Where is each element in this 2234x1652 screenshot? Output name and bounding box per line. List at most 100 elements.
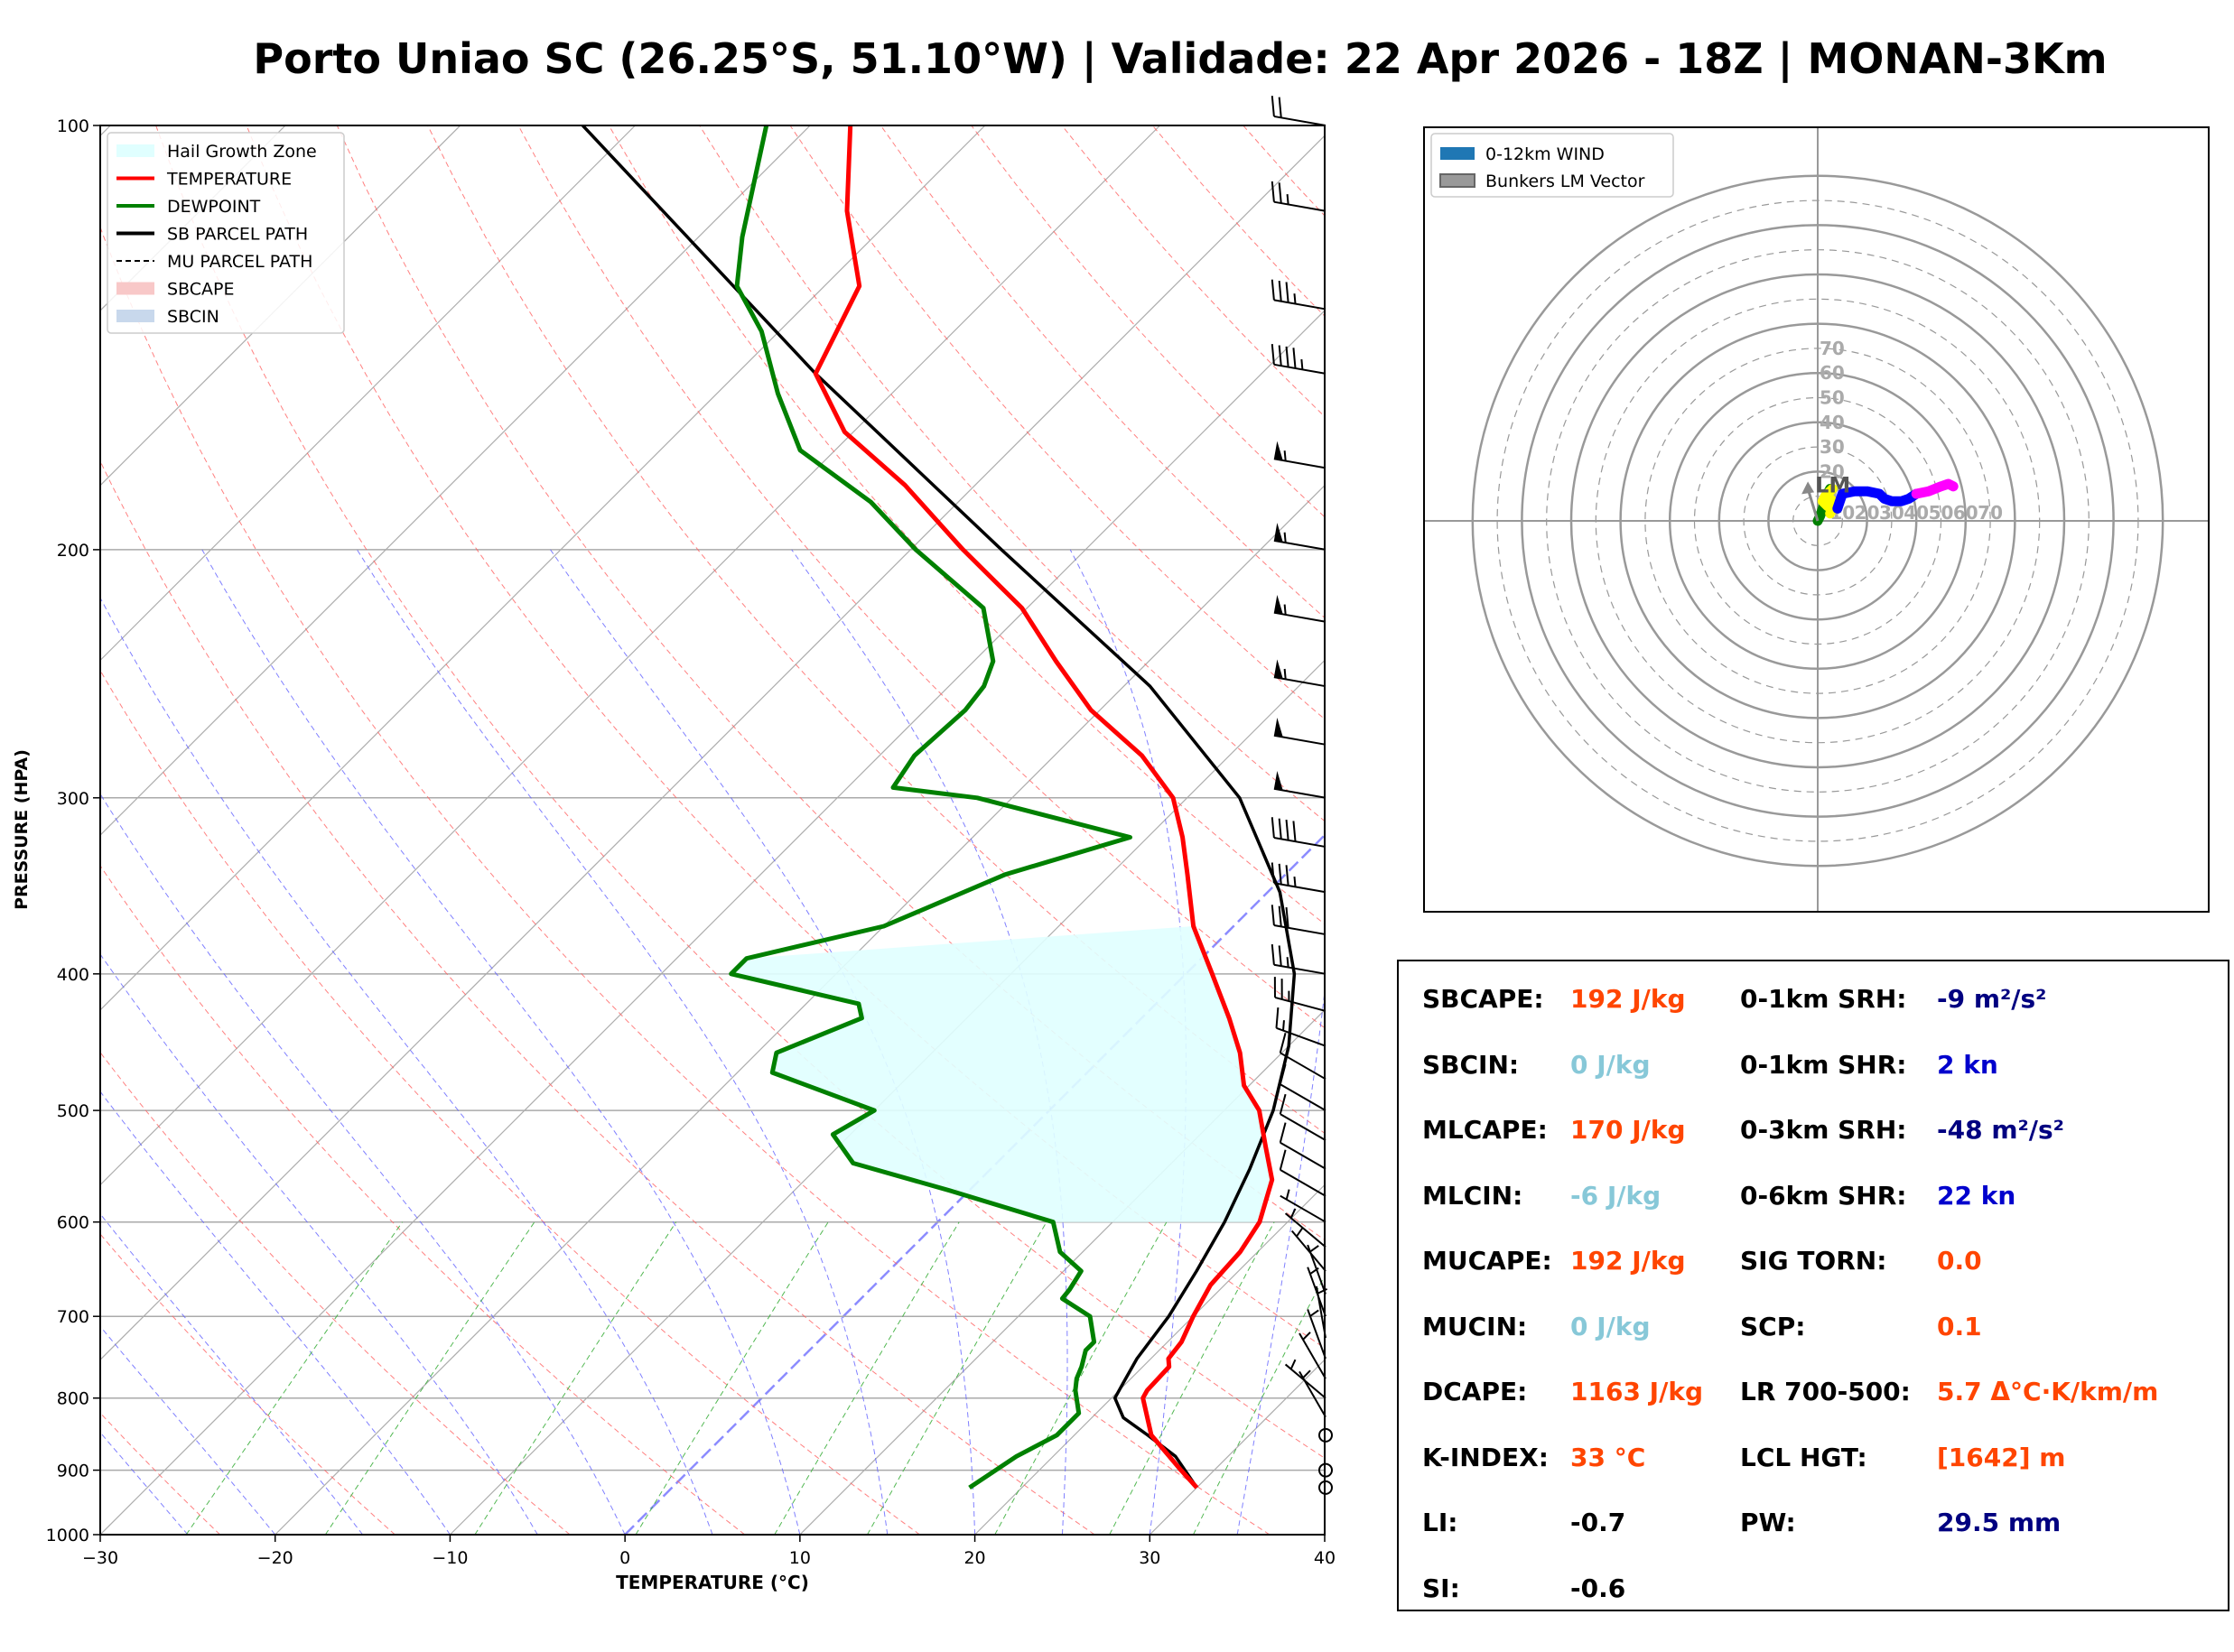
x-tick-label: 10 <box>789 1548 811 1568</box>
param-label: LI: <box>1422 1508 1458 1537</box>
param-value: 33 °C <box>1570 1442 1646 1472</box>
wind-barb <box>1271 279 1326 311</box>
x-tick-label: −20 <box>257 1548 293 1568</box>
svg-text:Hail Growth Zone: Hail Growth Zone <box>167 142 317 162</box>
isotherm-line <box>275 484 1325 1535</box>
param-label: 0-6km SHR: <box>1740 1180 1907 1211</box>
wind-barb <box>1271 817 1326 849</box>
ring-label-x: 60 <box>1953 502 1978 524</box>
dry-adiabat <box>100 865 746 1535</box>
x-axis-label: TEMPERATURE (°C) <box>616 1572 809 1593</box>
wind-barb <box>1273 718 1326 746</box>
param-value: -0.7 <box>1570 1508 1626 1537</box>
param-value: -0.6 <box>1570 1573 1626 1603</box>
legend-entry: SBCAPE <box>116 280 235 300</box>
param-label: SIG TORN: <box>1740 1246 1887 1276</box>
y-tick-label: 700 <box>57 1307 89 1327</box>
hodograph-trace <box>1832 486 1922 514</box>
param-label: SBCIN: <box>1422 1049 1520 1080</box>
isotherm-line <box>100 135 1325 1361</box>
skewt-legend: Hail Growth Zone TEMPERATURE DEWPOINT SB PA… <box>107 132 345 334</box>
wind-barb <box>1299 1332 1326 1379</box>
param-value: 2 kn <box>1937 1049 1998 1080</box>
wind-barb <box>1280 1189 1326 1223</box>
dry-adiabat <box>100 1051 571 1535</box>
param-value: 5.7 Δ°C·K/km/m <box>1937 1377 2159 1406</box>
isotherm-line <box>100 125 1160 1186</box>
chart-title: Porto Uniao SC (26.25°S, 51.10°W) | Vali… <box>253 34 2108 83</box>
param-label: LCL HGT: <box>1740 1442 1867 1472</box>
isotherm-line <box>100 125 286 311</box>
param-value: 22 kn <box>1937 1180 2016 1211</box>
y-tick-label: 200 <box>57 541 89 561</box>
param-label: MLCAPE: <box>1422 1115 1548 1145</box>
mixing-ratio-line <box>635 1221 829 1535</box>
param-label: MLCIN: <box>1422 1180 1523 1211</box>
wind-barb <box>1273 977 1326 1012</box>
param-value: 0 J/kg <box>1570 1311 1651 1341</box>
ring-label-y: 30 <box>1820 436 1845 458</box>
wind-barb <box>1273 771 1326 799</box>
dry-adiabat <box>517 125 1325 1029</box>
y-tick-label: 500 <box>57 1101 89 1121</box>
ring-label-y: 40 <box>1820 412 1845 433</box>
wind-barb <box>1284 1359 1326 1399</box>
mixing-ratio-line <box>185 1221 404 1535</box>
wind-barb <box>1279 1093 1326 1142</box>
x-tick-label: 40 <box>1314 1548 1336 1568</box>
x-tick-label: −30 <box>82 1548 118 1568</box>
isotherm-line <box>974 1183 1325 1535</box>
ring-label-y: 60 <box>1820 362 1845 384</box>
bunkers-lm-arrow: LM <box>1801 472 1850 522</box>
param-value: 0.0 <box>1937 1246 1982 1276</box>
mixing-ratio-line <box>474 1221 677 1535</box>
wind-barb <box>1279 1149 1326 1197</box>
param-label: LR 700-500: <box>1740 1377 1911 1406</box>
ring-label-y: 20 <box>1820 460 1845 482</box>
parameters-panel: SBCAPE: 192 J/kg SBCIN: 0 J/kg MLCAPE: 170 J/… <box>1397 960 2229 1611</box>
mixing-ratio-line <box>994 1221 1168 1535</box>
param-label: K-INDEX: <box>1422 1442 1549 1472</box>
param-value: [1642] m <box>1937 1442 2066 1472</box>
legend-entry: DEWPOINT <box>116 197 261 217</box>
legend-entry: MU PARCEL PATH <box>116 252 312 272</box>
param-value: 192 J/kg <box>1570 1246 1686 1276</box>
wind-barb <box>1271 862 1326 894</box>
svg-text:SB PARCEL PATH: SB PARCEL PATH <box>167 225 308 245</box>
y-tick-label: 600 <box>57 1213 89 1233</box>
param-label: SBCAPE: <box>1422 984 1544 1014</box>
ring-label-y: 70 <box>1820 338 1845 359</box>
wind-barb <box>1271 96 1326 126</box>
wind-barb <box>1279 1122 1326 1170</box>
moist-adiabat <box>100 793 626 1535</box>
moist-adiabat <box>100 597 713 1535</box>
moist-adiabat <box>201 549 801 1535</box>
wind-barb <box>1273 441 1326 469</box>
param-label: 0-1km SHR: <box>1740 1049 1907 1080</box>
y-tick-label: 300 <box>57 789 89 809</box>
wind-barb <box>1275 1007 1326 1047</box>
param-value: -9 m²/s² <box>1937 984 2047 1014</box>
wind-barb <box>1307 1309 1326 1360</box>
moist-adiabat <box>100 1431 189 1535</box>
x-tick-label: 30 <box>1139 1548 1160 1568</box>
param-label: MUCIN: <box>1422 1311 1528 1341</box>
param-label: SI: <box>1422 1573 1460 1603</box>
moist-adiabat <box>100 953 538 1535</box>
hail-growth-zone <box>731 926 1272 1222</box>
ring-label-x: 40 <box>1904 502 1929 524</box>
dry-adiabat <box>100 459 1095 1535</box>
ring-label-x: 20 <box>1855 502 1880 524</box>
hodograph-legend-entry: 0-12km WIND <box>1440 144 1605 164</box>
isotherm-line <box>100 125 636 662</box>
wind-barb <box>1290 1227 1326 1272</box>
y-tick-label: 400 <box>57 965 89 985</box>
param-value: 0.1 <box>1937 1311 1982 1341</box>
y-tick-label: 100 <box>57 116 89 136</box>
param-value: 0 J/kg <box>1570 1049 1651 1080</box>
wind-barb <box>1273 594 1326 623</box>
param-value: -6 J/kg <box>1570 1180 1662 1211</box>
param-value: 1163 J/kg <box>1570 1377 1703 1406</box>
dry-adiabat <box>155 125 1325 1459</box>
